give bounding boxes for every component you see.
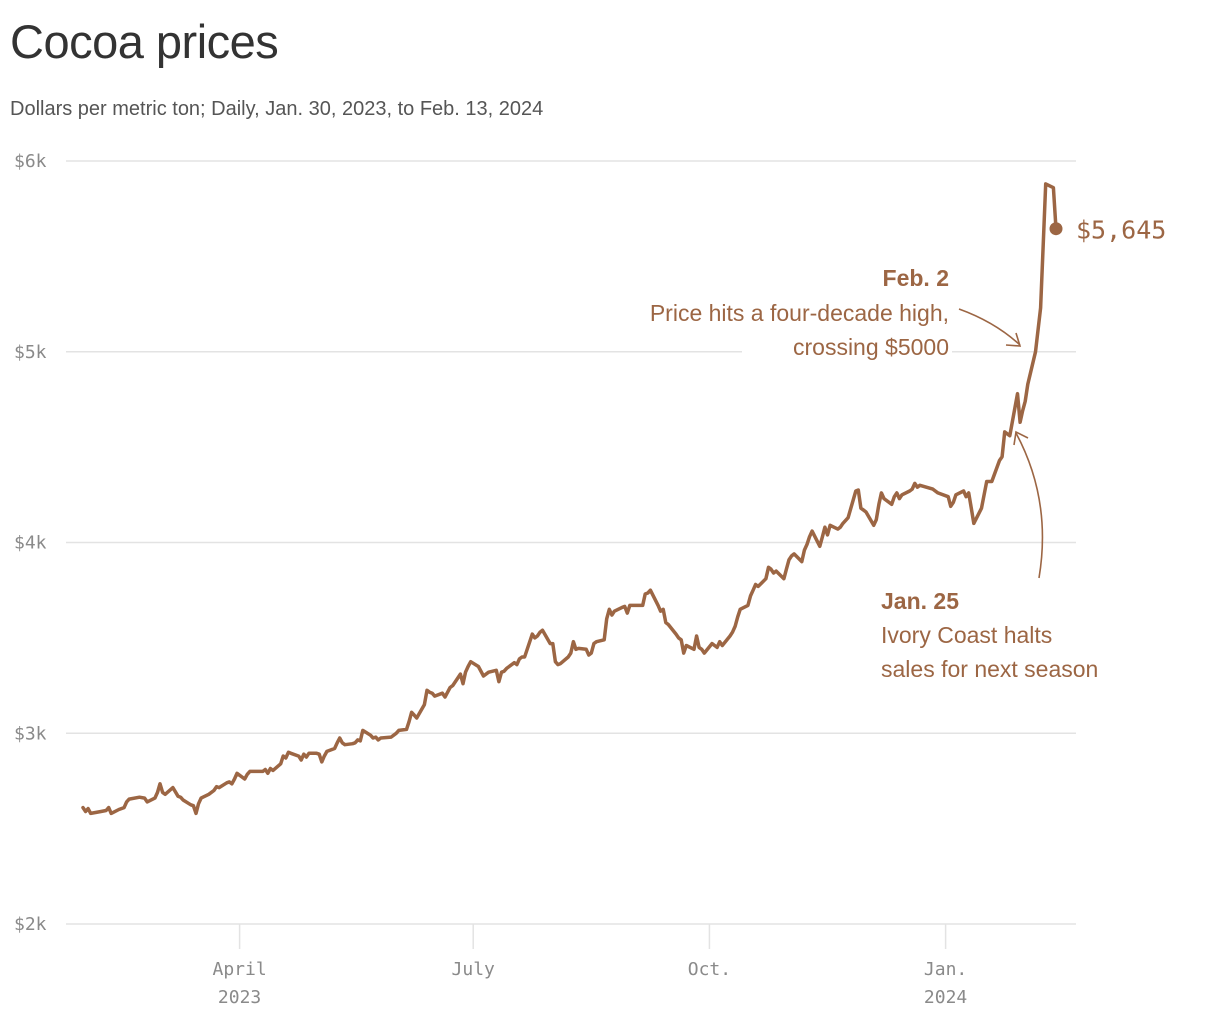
y-tick-label: $5k bbox=[14, 342, 47, 363]
annotation-feb-2-line-2: crossing $5000 bbox=[793, 334, 949, 360]
annotation-feb-2-mask bbox=[742, 333, 952, 363]
x-axis: April 2023 July Oct. Jan. 2024 bbox=[213, 924, 967, 1008]
x-tick-sublabel: 2023 bbox=[218, 987, 261, 1008]
x-tick-label: Jan. bbox=[924, 959, 967, 980]
x-tick-label: July bbox=[452, 959, 496, 980]
annotation-feb-2-line-1: Price hits a four-decade high, bbox=[650, 300, 949, 326]
annotation-feb-2-arrow-icon bbox=[958, 308, 1021, 346]
y-tick-label: $2k bbox=[14, 914, 47, 935]
annotation-jan-25: Jan. 25 Ivory Coast halts sales for next… bbox=[881, 430, 1098, 682]
annotation-jan-25-line-2: sales for next season bbox=[881, 656, 1098, 682]
annotation-jan-25-arrowhead-icon bbox=[1013, 430, 1029, 446]
x-tick-label: Oct. bbox=[688, 959, 731, 980]
chart-subtitle: Dollars per metric ton; Daily, Jan. 30, … bbox=[10, 98, 544, 120]
chart-title: Cocoa prices bbox=[10, 15, 279, 68]
end-point-marker bbox=[1049, 222, 1063, 236]
y-tick-label: $4k bbox=[14, 533, 47, 554]
x-tick-label: April bbox=[213, 959, 267, 980]
annotation-feb-2-title: Feb. 2 bbox=[883, 265, 949, 291]
annotations: Feb. 2 Price hits a four-decade high, cr… bbox=[650, 265, 1099, 682]
y-tick-label: $3k bbox=[14, 723, 47, 744]
annotation-jan-25-title: Jan. 25 bbox=[881, 588, 959, 614]
annotation-jan-25-arrow-icon bbox=[1015, 432, 1044, 579]
annotation-feb-2-arrowhead-icon bbox=[1005, 332, 1022, 347]
end-value-label: $5,645 bbox=[1076, 216, 1166, 245]
y-axis: $6k $5k $4k $3k $2k bbox=[14, 151, 47, 935]
y-tick-label: $6k bbox=[14, 151, 47, 172]
series-layer bbox=[81, 182, 1063, 816]
x-tick-sublabel: 2024 bbox=[924, 987, 967, 1008]
series-line-0 bbox=[81, 182, 1058, 816]
annotation-jan-25-line-1: Ivory Coast halts bbox=[881, 622, 1052, 648]
annotation-feb-2: Feb. 2 Price hits a four-decade high, cr… bbox=[650, 265, 1022, 363]
